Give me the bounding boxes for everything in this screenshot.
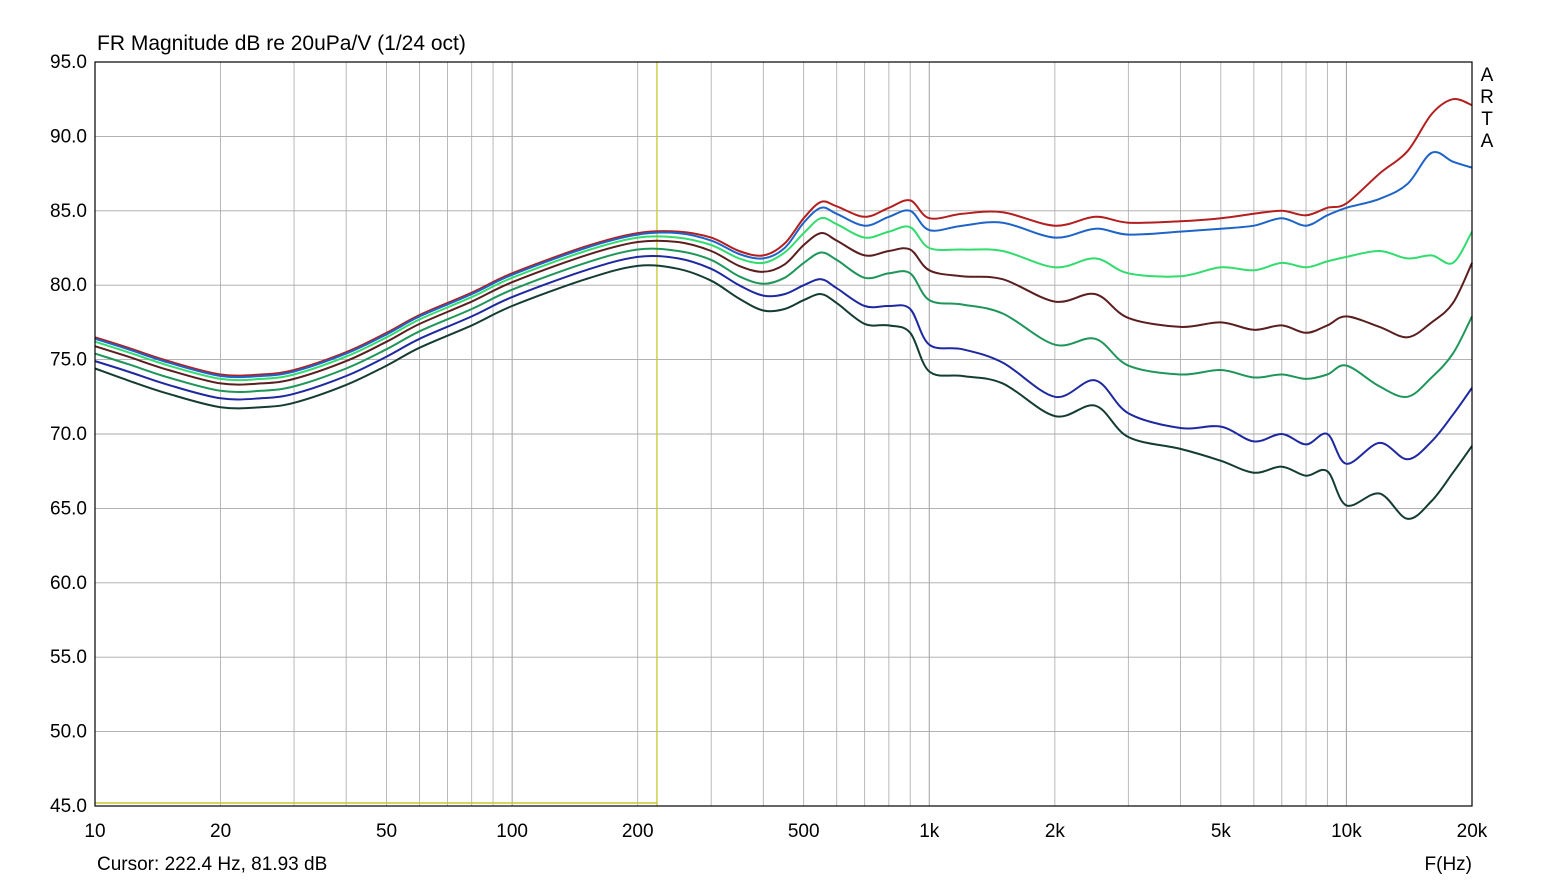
series-line-5 [94,247,1473,398]
series-line-2 [94,150,1473,379]
series-layer [94,97,1473,520]
y-tick-label: 45.0 [50,796,87,817]
watermark-letter: A [1481,131,1494,152]
cursor-readout: Cursor: 222.4 Hz, 81.93 dB [97,854,327,875]
x-tick-label: 500 [788,821,820,842]
y-tick-label: 85.0 [50,201,87,222]
x-tick-label: 20k [1457,821,1488,842]
y-tick-label: 50.0 [50,722,87,743]
x-tick-label: 5k [1211,821,1232,842]
cursor [95,62,658,806]
x-tick-label: 1k [919,821,940,842]
x-tick-label: 10 [84,821,105,842]
series-line-3 [94,216,1473,382]
y-tick-label: 80.0 [50,275,87,296]
y-tick-label: 65.0 [50,498,87,519]
watermark-letter: T [1481,109,1493,130]
series-line-7 [94,264,1473,520]
y-tick-label: 60.0 [50,573,87,594]
chart-title: FR Magnitude dB re 20uPa/V (1/24 oct) [97,32,466,55]
grid [95,61,1472,807]
y-axis-ticks: 95.0 90.0 85.0 80.0 75.0 70.0 65.0 60.0 55.0 50.0… [50,52,87,817]
series-line-4 [94,232,1473,386]
y-tick-label: 55.0 [50,647,87,668]
series-line-6 [94,254,1473,465]
plot-frame [94,61,1473,807]
series-line-1 [94,97,1473,377]
x-tick-label: 50 [376,821,397,842]
watermark-letter: A [1481,65,1494,86]
x-tick-label: 100 [496,821,528,842]
y-tick-label: 95.0 [50,52,87,73]
x-tick-label: 200 [622,821,654,842]
x-tick-label: 2k [1045,821,1066,842]
y-tick-label: 75.0 [50,350,87,371]
x-axis-label: F(Hz) [1425,854,1472,875]
watermark-letter: R [1480,87,1494,108]
y-tick-label: 90.0 [50,126,87,147]
x-tick-label: 20 [210,821,231,842]
x-tick-label: 10k [1331,821,1362,842]
x-axis-ticks: 10 20 50 100 200 500 1k 2k 5k 10k 20k [84,821,1487,842]
y-tick-label: 70.0 [50,424,87,445]
